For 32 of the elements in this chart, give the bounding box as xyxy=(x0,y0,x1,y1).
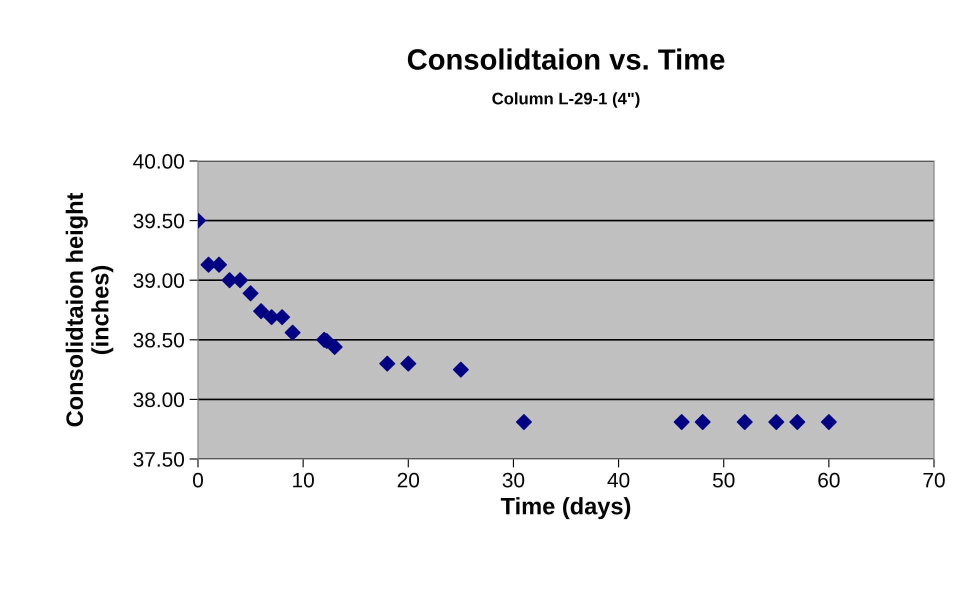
y-tick-label: 39.50 xyxy=(133,214,184,228)
y-tick-label: 38.00 xyxy=(133,392,184,408)
point xyxy=(789,414,806,430)
point xyxy=(400,356,416,372)
x-tick-label: 40 xyxy=(607,472,630,488)
x-tick-label: 10 xyxy=(293,472,314,488)
chart-subtitle: Column L-29-1 (4") xyxy=(492,92,640,108)
y-tick-label: 38.50 xyxy=(133,332,184,348)
y-axis-title: Consolidtaion height (inches) xyxy=(66,192,114,426)
x-tick-label: 20 xyxy=(398,472,420,488)
point xyxy=(820,414,837,430)
y-tick-label: 37.50 xyxy=(133,452,184,467)
point xyxy=(694,414,711,430)
x-axis-title: Time (days) xyxy=(500,497,630,520)
point xyxy=(379,356,396,372)
point xyxy=(284,324,301,341)
point xyxy=(736,414,753,430)
point xyxy=(326,338,343,355)
x-tick-label: 0 xyxy=(193,472,203,488)
point xyxy=(452,362,469,378)
x-tick-label: 60 xyxy=(818,472,840,488)
point xyxy=(516,414,532,430)
y-tick-label: 40.00 xyxy=(133,154,184,169)
point xyxy=(253,303,270,320)
x-tick-label: 30 xyxy=(502,472,524,488)
x-tick-label: 70 xyxy=(923,472,945,488)
chart-title: Consolidtaion vs. Time xyxy=(408,48,724,70)
y-tick-label: 39.00 xyxy=(133,273,184,288)
x-tick-label: 50 xyxy=(712,472,734,488)
point xyxy=(242,285,259,302)
point xyxy=(768,414,784,430)
point xyxy=(674,414,690,430)
